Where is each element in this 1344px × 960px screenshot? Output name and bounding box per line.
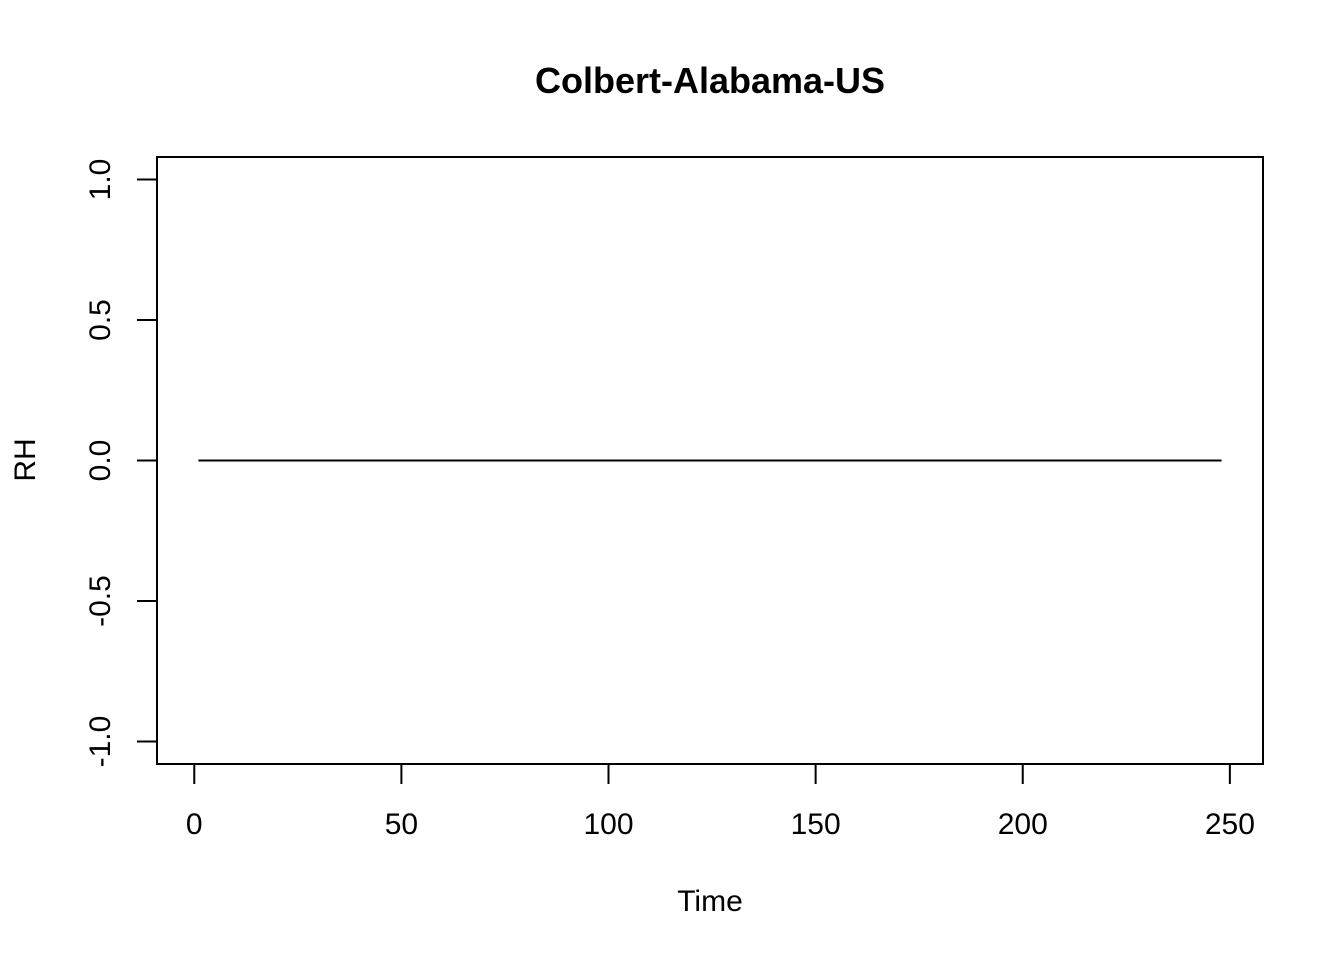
x-axis-label: Time	[677, 885, 743, 918]
chart-title: Colbert-Alabama-US	[535, 60, 885, 101]
y-tick-label: -1.0	[84, 716, 117, 768]
x-tick-label: 150	[791, 808, 841, 841]
x-tick-label: 100	[583, 808, 633, 841]
y-axis-label: RH	[9, 438, 42, 481]
y-tick-label: 0.5	[84, 299, 117, 341]
y-axis: -1.0 -0.5 0.0 0.5 1.0	[84, 159, 158, 768]
y-tick-label: -0.5	[84, 575, 117, 627]
x-tick-label: 50	[385, 808, 418, 841]
x-tick-label: 0	[186, 808, 203, 841]
x-tick-label: 200	[998, 808, 1048, 841]
x-axis: 0 50 100 150 200 250	[186, 763, 1255, 841]
x-tick-label: 250	[1205, 808, 1255, 841]
y-tick-label: 1.0	[84, 159, 117, 201]
y-tick-label: 0.0	[84, 440, 117, 482]
